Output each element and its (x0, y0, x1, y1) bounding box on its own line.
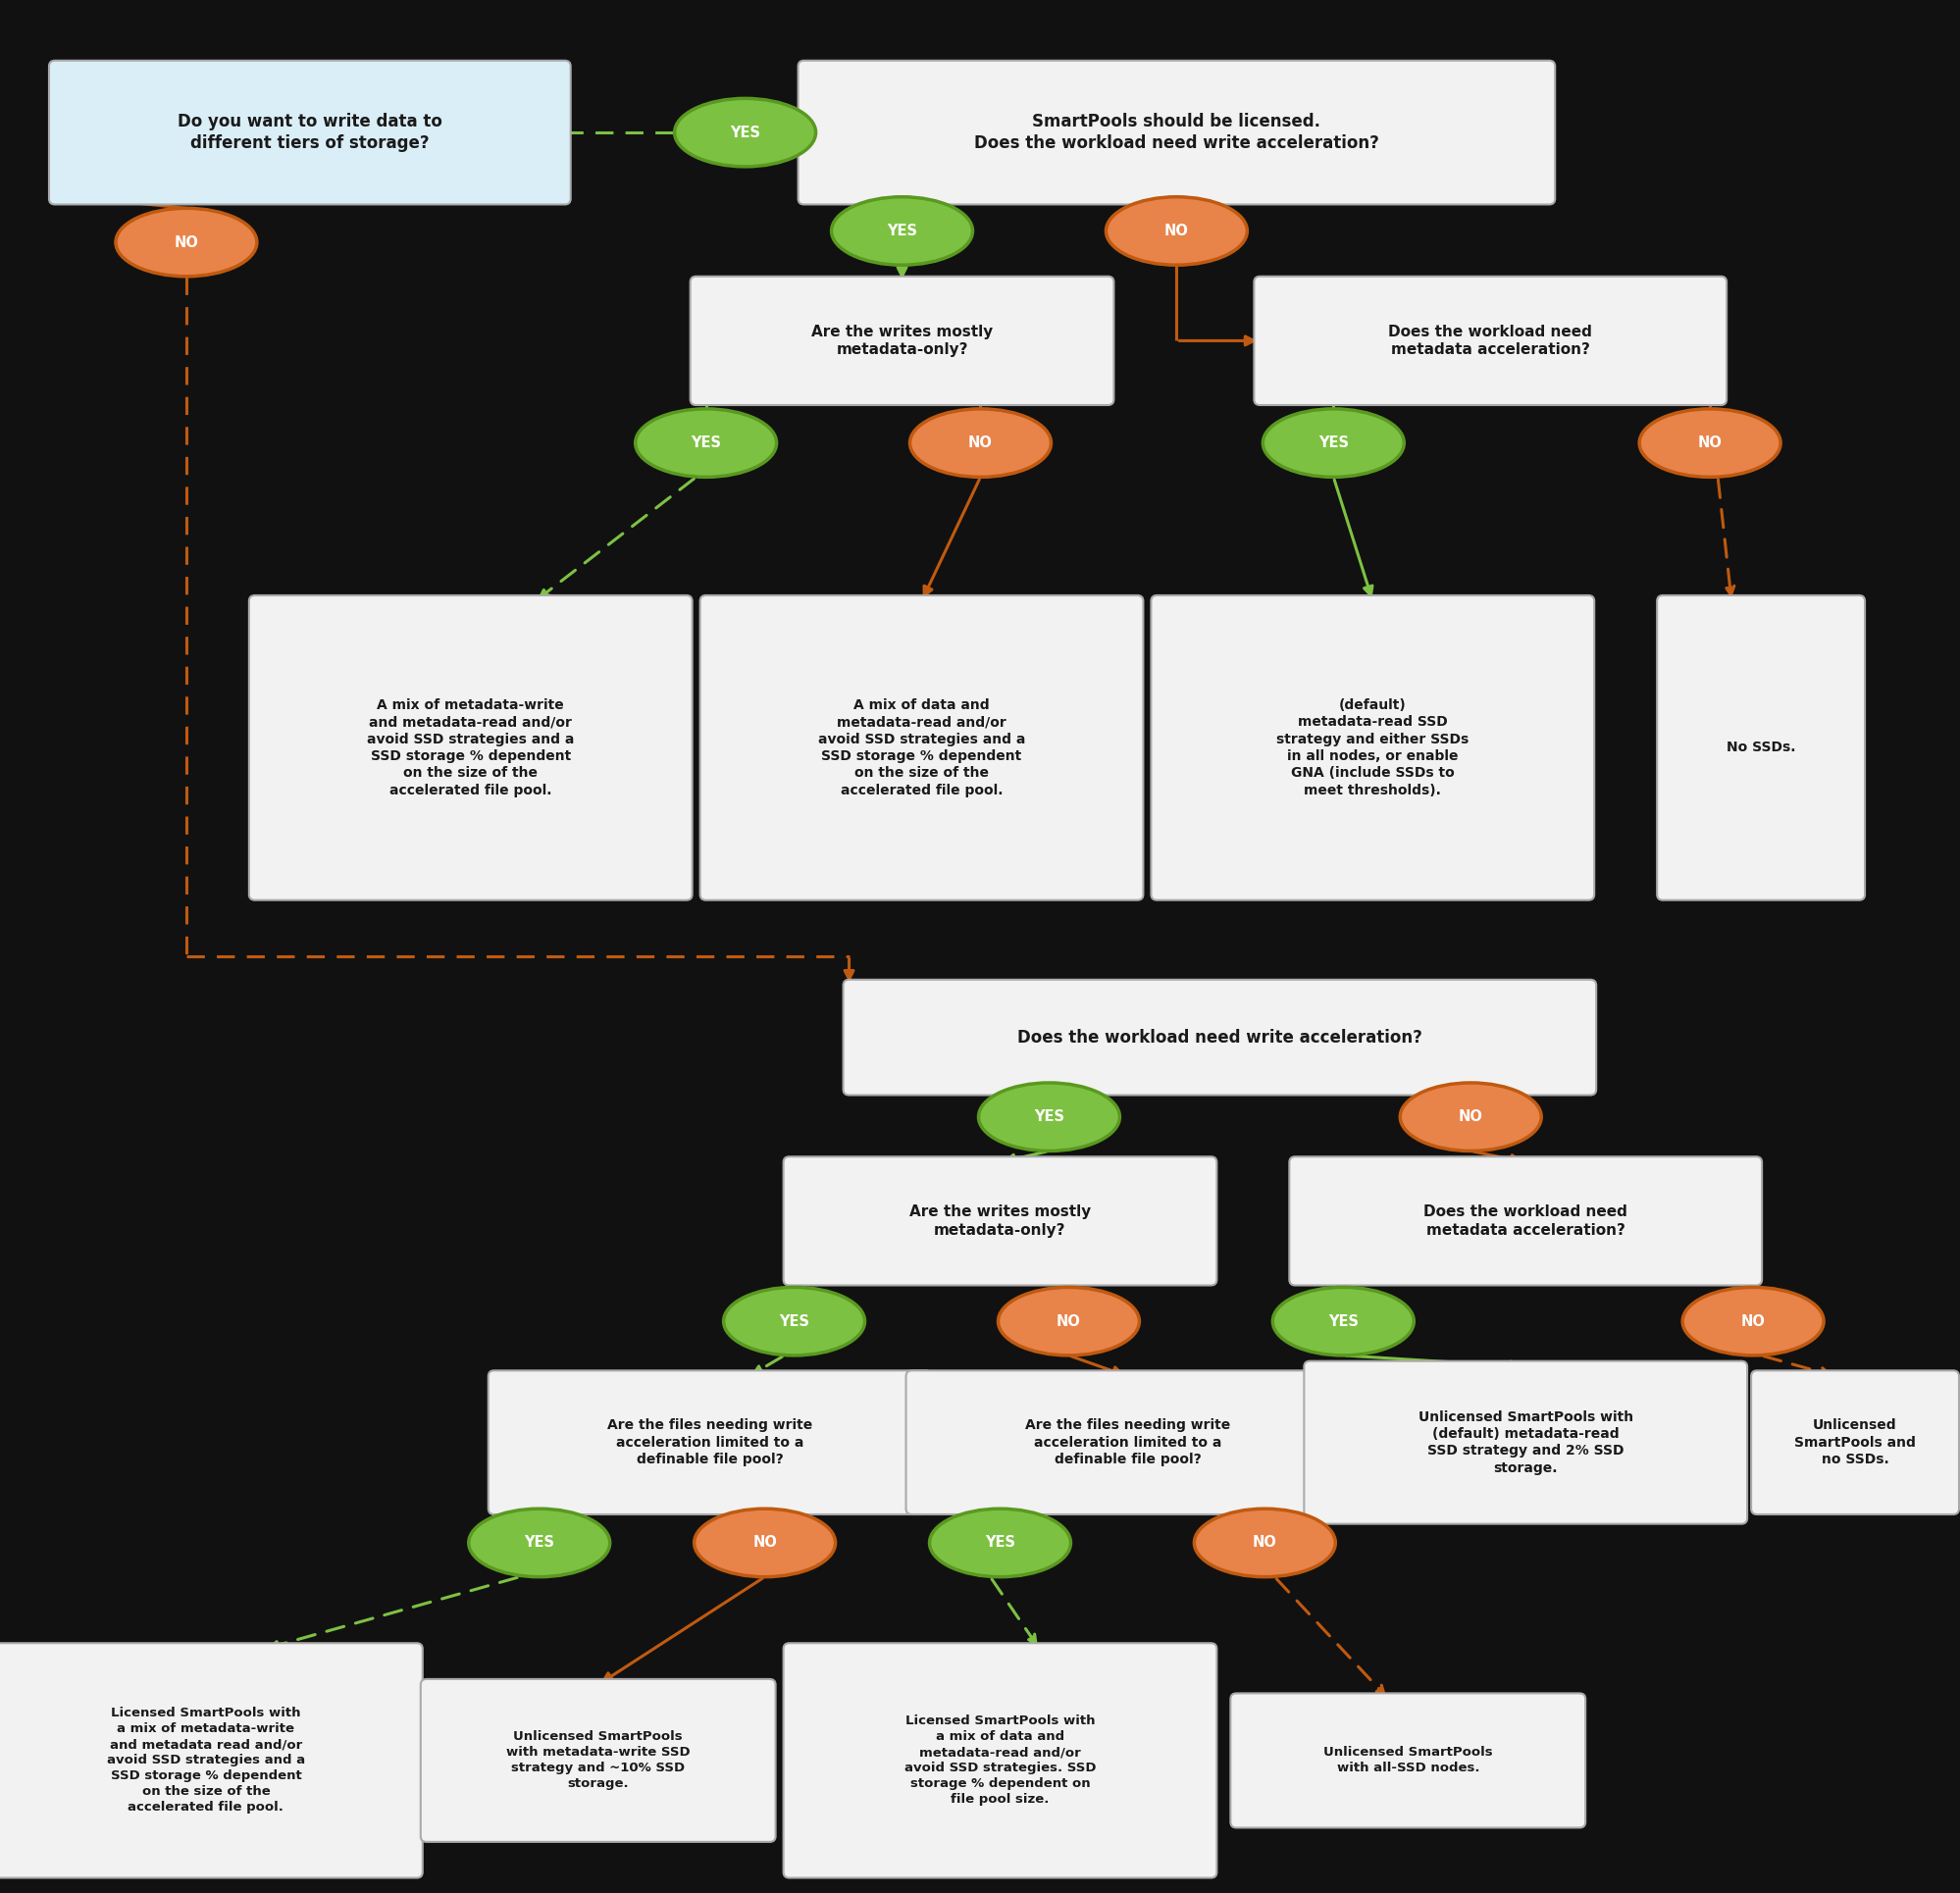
Ellipse shape (1194, 1509, 1335, 1577)
Text: NO: NO (1458, 1109, 1482, 1124)
Text: Unlicensed
SmartPools and
no SSDs.: Unlicensed SmartPools and no SSDs. (1793, 1418, 1915, 1467)
Text: NO: NO (1697, 435, 1721, 451)
Text: Are the writes mostly
metadata-only?: Are the writes mostly metadata-only? (811, 324, 992, 358)
Text: NO: NO (1164, 223, 1188, 239)
Text: A mix of metadata-write
and metadata-read and/or
avoid SSD strategies and a
SSD : A mix of metadata-write and metadata-rea… (367, 699, 574, 797)
FancyBboxPatch shape (798, 61, 1554, 204)
Text: YES: YES (523, 1535, 555, 1550)
Ellipse shape (635, 409, 776, 477)
Text: Are the files needing write
acceleration limited to a
definable file pool?: Are the files needing write acceleration… (608, 1418, 811, 1467)
Text: NO: NO (753, 1535, 776, 1550)
Text: YES: YES (778, 1314, 809, 1329)
Text: YES: YES (984, 1535, 1015, 1550)
Text: SmartPools should be licensed.
Does the workload need write acceleration?: SmartPools should be licensed. Does the … (974, 114, 1378, 151)
Text: YES: YES (886, 223, 917, 239)
Ellipse shape (1639, 409, 1780, 477)
Ellipse shape (116, 208, 257, 276)
Text: YES: YES (1317, 435, 1348, 451)
Ellipse shape (1272, 1287, 1413, 1355)
Text: NO: NO (174, 235, 198, 250)
FancyBboxPatch shape (1290, 1157, 1762, 1285)
Ellipse shape (674, 98, 815, 167)
Text: YES: YES (1033, 1109, 1064, 1124)
Ellipse shape (1682, 1287, 1823, 1355)
Text: Do you want to write data to
different tiers of storage?: Do you want to write data to different t… (176, 114, 443, 151)
FancyBboxPatch shape (1303, 1361, 1746, 1524)
Text: Licensed SmartPools with
a mix of data and
metadata-read and/or
avoid SSD strate: Licensed SmartPools with a mix of data a… (904, 1715, 1096, 1806)
FancyBboxPatch shape (843, 981, 1595, 1094)
Ellipse shape (694, 1509, 835, 1577)
FancyBboxPatch shape (1254, 276, 1727, 405)
FancyBboxPatch shape (906, 1371, 1348, 1514)
FancyBboxPatch shape (690, 276, 1113, 405)
Text: No SSDs.: No SSDs. (1725, 740, 1795, 755)
Text: (default)
metadata-read SSD
strategy and either SSDs
in all nodes, or enable
GNA: (default) metadata-read SSD strategy and… (1276, 699, 1468, 797)
Ellipse shape (998, 1287, 1139, 1355)
Text: NO: NO (968, 435, 992, 451)
Text: NO: NO (1056, 1314, 1080, 1329)
Ellipse shape (468, 1509, 610, 1577)
Ellipse shape (1399, 1083, 1541, 1151)
FancyBboxPatch shape (419, 1679, 774, 1842)
FancyBboxPatch shape (0, 1643, 423, 1878)
Text: Does the workload need
metadata acceleration?: Does the workload need metadata accelera… (1388, 324, 1592, 358)
FancyBboxPatch shape (700, 594, 1143, 901)
Ellipse shape (831, 197, 972, 265)
Text: YES: YES (690, 435, 721, 451)
Text: Unlicensed SmartPools
with all-SSD nodes.: Unlicensed SmartPools with all-SSD nodes… (1323, 1745, 1492, 1776)
FancyBboxPatch shape (1231, 1692, 1586, 1829)
FancyBboxPatch shape (249, 594, 692, 901)
FancyBboxPatch shape (1656, 594, 1864, 901)
Text: Does the workload need
metadata acceleration?: Does the workload need metadata accelera… (1423, 1204, 1627, 1238)
FancyBboxPatch shape (488, 1371, 931, 1514)
Text: YES: YES (729, 125, 760, 140)
FancyBboxPatch shape (784, 1643, 1215, 1878)
FancyBboxPatch shape (784, 1157, 1215, 1285)
Ellipse shape (723, 1287, 864, 1355)
Text: Licensed SmartPools with
a mix of metadata-write
and metadata read and/or
avoid : Licensed SmartPools with a mix of metada… (106, 1707, 306, 1813)
FancyBboxPatch shape (49, 61, 570, 204)
Ellipse shape (909, 409, 1051, 477)
FancyBboxPatch shape (1151, 594, 1593, 901)
Text: Are the files needing write
acceleration limited to a
definable file pool?: Are the files needing write acceleration… (1025, 1418, 1229, 1467)
Ellipse shape (1262, 409, 1403, 477)
Text: YES: YES (1327, 1314, 1358, 1329)
FancyBboxPatch shape (1750, 1371, 1958, 1514)
Text: Unlicensed SmartPools
with metadata-write SSD
strategy and ~10% SSD
storage.: Unlicensed SmartPools with metadata-writ… (506, 1730, 690, 1791)
Text: NO: NO (1740, 1314, 1764, 1329)
Ellipse shape (1105, 197, 1247, 265)
Text: A mix of data and
metadata-read and/or
avoid SSD strategies and a
SSD storage % : A mix of data and metadata-read and/or a… (817, 699, 1025, 797)
Ellipse shape (929, 1509, 1070, 1577)
Text: NO: NO (1252, 1535, 1276, 1550)
Text: Unlicensed SmartPools with
(default) metadata-read
SSD strategy and 2% SSD
stora: Unlicensed SmartPools with (default) met… (1417, 1410, 1633, 1475)
Text: Are the writes mostly
metadata-only?: Are the writes mostly metadata-only? (909, 1204, 1090, 1238)
Ellipse shape (978, 1083, 1119, 1151)
Text: Does the workload need write acceleration?: Does the workload need write acceleratio… (1017, 1028, 1421, 1047)
